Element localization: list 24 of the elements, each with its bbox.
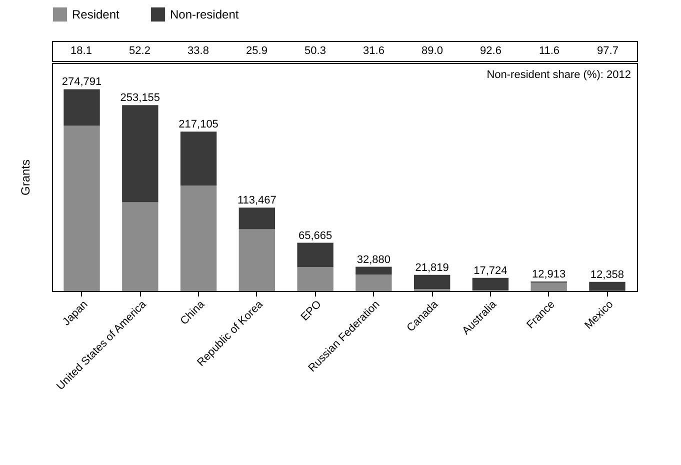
text: 18.1 bbox=[70, 45, 92, 57]
text: 92.6 bbox=[480, 45, 502, 57]
legend-label: Resident bbox=[72, 7, 120, 22]
annotation: 274,791 bbox=[62, 76, 102, 88]
text: 52.2 bbox=[129, 45, 150, 57]
annotation: 253,155 bbox=[120, 92, 160, 104]
annotation: 12,913 bbox=[532, 268, 566, 281]
text: 25.9 bbox=[246, 45, 268, 57]
text: 33.8 bbox=[188, 45, 209, 57]
text: 97.7 bbox=[597, 45, 618, 57]
annotation: 12,358 bbox=[590, 268, 624, 281]
text: 11.6 bbox=[538, 45, 560, 57]
annotation: 21,819 bbox=[415, 262, 449, 274]
text: 31.6 bbox=[363, 45, 384, 57]
annotation: 217,105 bbox=[178, 118, 218, 131]
annotation: 113,467 bbox=[237, 194, 276, 207]
text: 89.0 bbox=[422, 45, 443, 57]
annotation: 32,880 bbox=[356, 254, 391, 266]
annotation: 17,724 bbox=[474, 264, 508, 277]
text: 50.3 bbox=[304, 45, 326, 57]
annotation: 65,665 bbox=[298, 230, 332, 242]
y-axis-title: Grants bbox=[18, 159, 32, 196]
text: Non-resident share (%): 2012 bbox=[486, 69, 631, 81]
legend-label: Non-resident bbox=[170, 7, 240, 22]
